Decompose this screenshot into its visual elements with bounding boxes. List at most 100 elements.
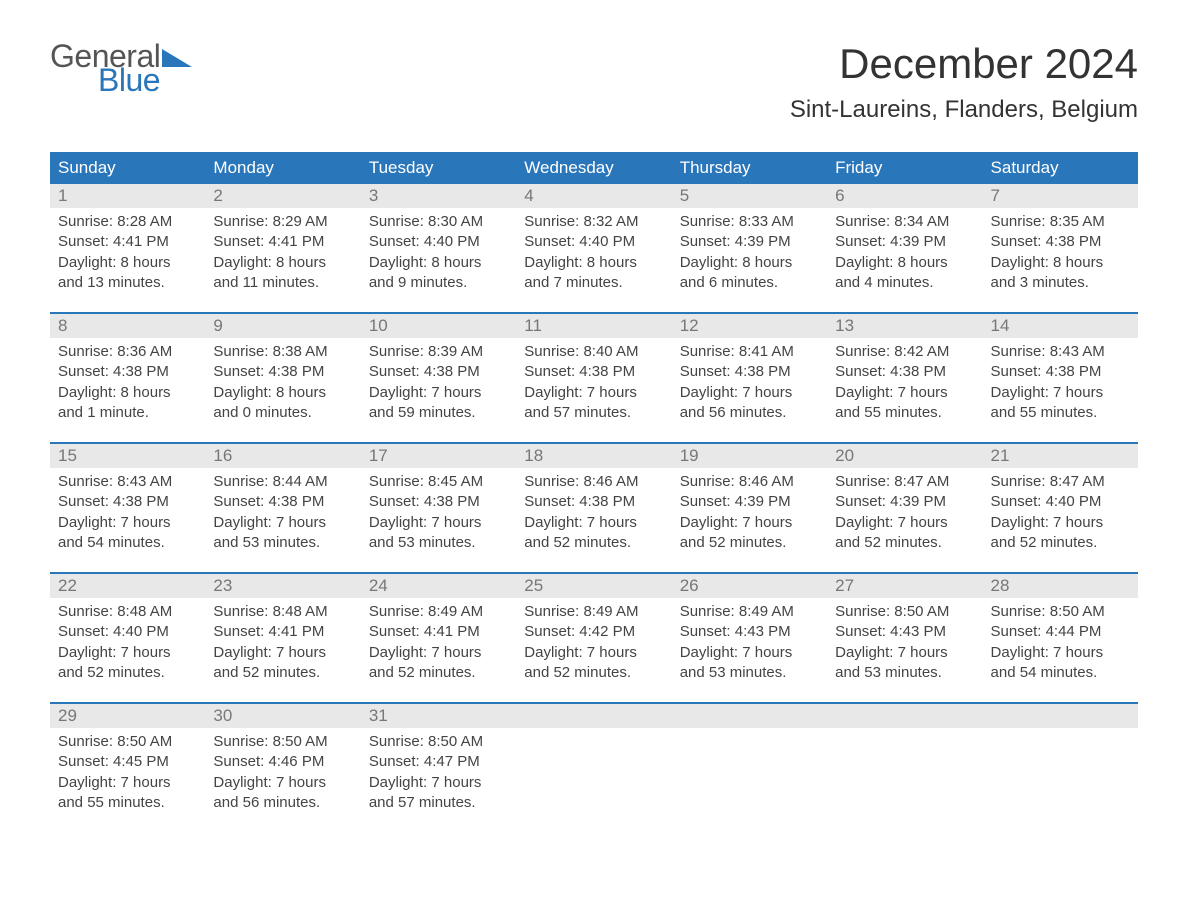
day-number: 14 <box>983 314 1138 338</box>
day-data: Sunrise: 8:40 AMSunset: 4:38 PMDaylight:… <box>516 338 671 423</box>
weekday-header: Sunday <box>50 152 205 184</box>
day-data: Sunrise: 8:33 AMSunset: 4:39 PMDaylight:… <box>672 208 827 293</box>
daylight-line2: and 53 minutes. <box>835 663 974 683</box>
daylight-line2: and 53 minutes. <box>213 533 352 553</box>
day-number: 1 <box>50 184 205 208</box>
daylight-line1: Daylight: 8 hours <box>369 253 508 273</box>
sunrise-text: Sunrise: 8:50 AM <box>213 732 352 752</box>
sunset-text: Sunset: 4:40 PM <box>369 232 508 252</box>
calendar-week: 15Sunrise: 8:43 AMSunset: 4:38 PMDayligh… <box>50 442 1138 554</box>
day-data: Sunrise: 8:42 AMSunset: 4:38 PMDaylight:… <box>827 338 982 423</box>
weekday-header-row: Sunday Monday Tuesday Wednesday Thursday… <box>50 152 1138 184</box>
sunrise-text: Sunrise: 8:49 AM <box>680 602 819 622</box>
daylight-line1: Daylight: 7 hours <box>680 643 819 663</box>
calendar-day: 11Sunrise: 8:40 AMSunset: 4:38 PMDayligh… <box>516 314 671 424</box>
daylight-line2: and 54 minutes. <box>58 533 197 553</box>
sunset-text: Sunset: 4:38 PM <box>369 492 508 512</box>
day-data: Sunrise: 8:32 AMSunset: 4:40 PMDaylight:… <box>516 208 671 293</box>
weekday-header: Saturday <box>983 152 1138 184</box>
calendar-day: 26Sunrise: 8:49 AMSunset: 4:43 PMDayligh… <box>672 574 827 684</box>
calendar-day: 13Sunrise: 8:42 AMSunset: 4:38 PMDayligh… <box>827 314 982 424</box>
sunrise-text: Sunrise: 8:47 AM <box>991 472 1130 492</box>
daylight-line2: and 59 minutes. <box>369 403 508 423</box>
calendar-day: 28Sunrise: 8:50 AMSunset: 4:44 PMDayligh… <box>983 574 1138 684</box>
day-data: Sunrise: 8:49 AMSunset: 4:41 PMDaylight:… <box>361 598 516 683</box>
title-block: December 2024 Sint-Laureins, Flanders, B… <box>790 40 1138 124</box>
daylight-line2: and 3 minutes. <box>991 273 1130 293</box>
daylight-line1: Daylight: 8 hours <box>213 253 352 273</box>
daylight-line1: Daylight: 7 hours <box>369 383 508 403</box>
day-data: Sunrise: 8:50 AMSunset: 4:45 PMDaylight:… <box>50 728 205 813</box>
day-number: 16 <box>205 444 360 468</box>
calendar-day: 19Sunrise: 8:46 AMSunset: 4:39 PMDayligh… <box>672 444 827 554</box>
day-number: 21 <box>983 444 1138 468</box>
daylight-line2: and 11 minutes. <box>213 273 352 293</box>
sunrise-text: Sunrise: 8:33 AM <box>680 212 819 232</box>
daylight-line2: and 0 minutes. <box>213 403 352 423</box>
day-data: Sunrise: 8:49 AMSunset: 4:43 PMDaylight:… <box>672 598 827 683</box>
month-title: December 2024 <box>790 40 1138 88</box>
day-number: 7 <box>983 184 1138 208</box>
day-number: 15 <box>50 444 205 468</box>
calendar-day: 24Sunrise: 8:49 AMSunset: 4:41 PMDayligh… <box>361 574 516 684</box>
daylight-line1: Daylight: 7 hours <box>524 643 663 663</box>
daylight-line2: and 56 minutes. <box>680 403 819 423</box>
day-data: Sunrise: 8:41 AMSunset: 4:38 PMDaylight:… <box>672 338 827 423</box>
sunset-text: Sunset: 4:38 PM <box>524 362 663 382</box>
day-data: Sunrise: 8:29 AMSunset: 4:41 PMDaylight:… <box>205 208 360 293</box>
sunrise-text: Sunrise: 8:35 AM <box>991 212 1130 232</box>
calendar-week: 8Sunrise: 8:36 AMSunset: 4:38 PMDaylight… <box>50 312 1138 424</box>
daylight-line1: Daylight: 7 hours <box>991 383 1130 403</box>
sunrise-text: Sunrise: 8:40 AM <box>524 342 663 362</box>
daylight-line1: Daylight: 8 hours <box>58 253 197 273</box>
day-number: 11 <box>516 314 671 338</box>
calendar-day: 27Sunrise: 8:50 AMSunset: 4:43 PMDayligh… <box>827 574 982 684</box>
sunrise-text: Sunrise: 8:29 AM <box>213 212 352 232</box>
sunrise-text: Sunrise: 8:45 AM <box>369 472 508 492</box>
daylight-line2: and 52 minutes. <box>369 663 508 683</box>
day-data: Sunrise: 8:43 AMSunset: 4:38 PMDaylight:… <box>983 338 1138 423</box>
sunset-text: Sunset: 4:38 PM <box>680 362 819 382</box>
day-data: Sunrise: 8:47 AMSunset: 4:40 PMDaylight:… <box>983 468 1138 553</box>
sunset-text: Sunset: 4:38 PM <box>213 362 352 382</box>
sunset-text: Sunset: 4:38 PM <box>369 362 508 382</box>
sunset-text: Sunset: 4:39 PM <box>835 492 974 512</box>
sunset-text: Sunset: 4:38 PM <box>58 492 197 512</box>
calendar-day: 1Sunrise: 8:28 AMSunset: 4:41 PMDaylight… <box>50 184 205 294</box>
sunset-text: Sunset: 4:38 PM <box>991 362 1130 382</box>
daylight-line2: and 6 minutes. <box>680 273 819 293</box>
day-data: Sunrise: 8:50 AMSunset: 4:46 PMDaylight:… <box>205 728 360 813</box>
daylight-line2: and 55 minutes. <box>991 403 1130 423</box>
daylight-line2: and 52 minutes. <box>58 663 197 683</box>
sunset-text: Sunset: 4:39 PM <box>835 232 974 252</box>
sunset-text: Sunset: 4:41 PM <box>369 622 508 642</box>
daylight-line1: Daylight: 7 hours <box>991 643 1130 663</box>
calendar-day: 16Sunrise: 8:44 AMSunset: 4:38 PMDayligh… <box>205 444 360 554</box>
sunset-text: Sunset: 4:38 PM <box>835 362 974 382</box>
daylight-line1: Daylight: 7 hours <box>213 513 352 533</box>
calendar-day: 7Sunrise: 8:35 AMSunset: 4:38 PMDaylight… <box>983 184 1138 294</box>
sunrise-text: Sunrise: 8:47 AM <box>835 472 974 492</box>
sunrise-text: Sunrise: 8:49 AM <box>524 602 663 622</box>
logo-text-blue: Blue <box>98 64 192 96</box>
calendar: Sunday Monday Tuesday Wednesday Thursday… <box>50 152 1138 814</box>
sunrise-text: Sunrise: 8:46 AM <box>524 472 663 492</box>
daylight-line2: and 55 minutes. <box>58 793 197 813</box>
day-number: 31 <box>361 704 516 728</box>
calendar-day: 10Sunrise: 8:39 AMSunset: 4:38 PMDayligh… <box>361 314 516 424</box>
weekday-header: Tuesday <box>361 152 516 184</box>
day-number: 18 <box>516 444 671 468</box>
sunrise-text: Sunrise: 8:34 AM <box>835 212 974 232</box>
day-data: Sunrise: 8:48 AMSunset: 4:40 PMDaylight:… <box>50 598 205 683</box>
daylight-line2: and 53 minutes. <box>369 533 508 553</box>
sunset-text: Sunset: 4:41 PM <box>213 232 352 252</box>
daylight-line2: and 13 minutes. <box>58 273 197 293</box>
day-data: Sunrise: 8:36 AMSunset: 4:38 PMDaylight:… <box>50 338 205 423</box>
header: General Blue December 2024 Sint-Laureins… <box>50 40 1138 124</box>
sunset-text: Sunset: 4:46 PM <box>213 752 352 772</box>
sunrise-text: Sunrise: 8:48 AM <box>213 602 352 622</box>
daylight-line1: Daylight: 7 hours <box>58 773 197 793</box>
logo: General Blue <box>50 40 192 96</box>
day-number: 5 <box>672 184 827 208</box>
day-data: Sunrise: 8:47 AMSunset: 4:39 PMDaylight:… <box>827 468 982 553</box>
